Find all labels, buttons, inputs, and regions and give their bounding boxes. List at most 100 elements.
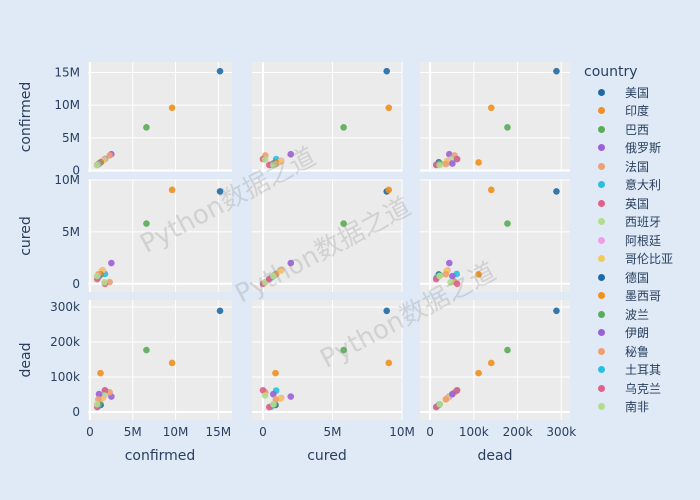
x-axis-label: confirmed — [125, 448, 196, 464]
point-伊朗[interactable] — [449, 160, 456, 167]
point-巴西[interactable] — [504, 124, 511, 131]
point-南非[interactable] — [93, 161, 101, 169]
point-南非[interactable] — [436, 272, 443, 280]
legend-item[interactable]: 西班牙 — [584, 213, 673, 232]
point-美国[interactable] — [553, 307, 560, 315]
point-南非[interactable] — [270, 400, 277, 408]
panel-dead-vs-cured — [252, 300, 403, 420]
point-印度[interactable] — [487, 104, 495, 112]
legend-marker-icon — [598, 88, 605, 96]
point-美国[interactable] — [553, 67, 560, 75]
point-西班牙[interactable] — [101, 278, 108, 286]
point-南非[interactable] — [270, 272, 277, 280]
point-俄罗斯[interactable] — [287, 393, 295, 400]
point-秘鲁[interactable] — [442, 270, 450, 278]
point-美国[interactable] — [383, 67, 391, 75]
point-俄罗斯[interactable] — [446, 150, 453, 158]
point-印度[interactable] — [385, 359, 393, 367]
point-印度[interactable] — [385, 104, 393, 112]
point-美国[interactable] — [216, 307, 224, 315]
point-巴西[interactable] — [143, 346, 150, 354]
legend-item[interactable]: 法国 — [584, 157, 673, 176]
point-巴西[interactable] — [143, 220, 150, 227]
point-俄罗斯[interactable] — [287, 150, 295, 158]
point-南非[interactable] — [436, 161, 443, 169]
point-南非[interactable] — [93, 400, 101, 408]
legend-label: 德国 — [625, 270, 650, 285]
legend-item[interactable]: 伊朗 — [584, 324, 673, 343]
point-伊朗[interactable] — [95, 390, 103, 398]
legend-item[interactable]: 英国 — [584, 194, 673, 213]
point-美国[interactable] — [553, 188, 560, 195]
point-秘鲁[interactable] — [442, 396, 450, 403]
legend-item[interactable]: 秘鲁 — [584, 342, 673, 361]
point-美国[interactable] — [383, 307, 391, 315]
point-英国[interactable] — [259, 386, 267, 394]
legend-item[interactable]: 意大利 — [584, 176, 673, 195]
point-英国[interactable] — [453, 386, 461, 394]
point-南非[interactable] — [93, 272, 101, 280]
point-墨西哥[interactable] — [272, 369, 279, 377]
point-巴西[interactable] — [340, 220, 347, 227]
legend-item[interactable]: 德国 — [584, 268, 673, 287]
legend-label: 美国 — [625, 85, 650, 100]
point-美国[interactable] — [216, 188, 224, 195]
legend-item[interactable]: 南非 — [584, 398, 673, 417]
point-西班牙[interactable] — [261, 156, 269, 163]
point-巴西[interactable] — [340, 346, 347, 354]
point-英国[interactable] — [453, 280, 461, 288]
legend-title: country — [584, 64, 638, 80]
point-南非[interactable] — [270, 161, 277, 169]
x-axis-label: dead — [478, 448, 513, 464]
point-巴西[interactable] — [143, 124, 150, 131]
point-印度[interactable] — [487, 359, 495, 367]
point-西班牙[interactable] — [261, 392, 269, 399]
point-墨西哥[interactable] — [475, 369, 482, 377]
y-tick-label: 300k — [50, 300, 80, 314]
point-墨西哥[interactable] — [97, 369, 104, 377]
point-美国[interactable] — [216, 67, 224, 75]
point-哥伦比亚[interactable] — [277, 267, 284, 274]
point-伊朗[interactable] — [449, 272, 456, 280]
legend-label: 伊朗 — [625, 326, 650, 341]
legend-item[interactable]: 阿根廷 — [584, 231, 673, 250]
legend-item[interactable]: 俄罗斯 — [584, 139, 673, 158]
legend-item[interactable]: 墨西哥 — [584, 287, 673, 306]
legend-item[interactable]: 乌克兰 — [584, 379, 673, 398]
point-哥伦比亚[interactable] — [277, 158, 284, 165]
point-南非[interactable] — [436, 400, 443, 408]
point-印度[interactable] — [385, 186, 393, 194]
point-俄罗斯[interactable] — [108, 259, 115, 267]
point-西班牙[interactable] — [447, 278, 454, 286]
point-巴西[interactable] — [504, 346, 511, 354]
legend-item[interactable]: 哥伦比亚 — [584, 250, 673, 269]
legend-item[interactable]: 印度 — [584, 102, 673, 121]
point-法国[interactable] — [106, 152, 113, 159]
point-俄罗斯[interactable] — [287, 259, 295, 267]
point-印度[interactable] — [168, 186, 176, 194]
point-巴西[interactable] — [504, 220, 511, 227]
point-巴西[interactable] — [340, 124, 347, 131]
point-秘鲁[interactable] — [272, 396, 280, 403]
point-印度[interactable] — [487, 186, 495, 194]
legend-marker-icon — [598, 347, 605, 355]
point-印度[interactable] — [168, 104, 176, 112]
panel-dead-vs-confirmed — [88, 300, 232, 420]
legend-item[interactable]: 巴西 — [584, 120, 673, 139]
point-伊朗[interactable] — [269, 390, 277, 398]
point-俄罗斯[interactable] — [446, 259, 453, 267]
point-墨西哥[interactable] — [475, 159, 482, 166]
point-英国[interactable] — [101, 386, 109, 394]
legend-item[interactable]: 美国 — [584, 83, 673, 102]
legend-item[interactable]: 波兰 — [584, 305, 673, 324]
plot-area — [252, 62, 402, 172]
point-伊朗[interactable] — [449, 390, 456, 398]
point-秘鲁[interactable] — [442, 160, 450, 168]
point-哥伦比亚[interactable] — [277, 395, 284, 402]
plot-area — [420, 300, 570, 420]
panel-cured-vs-dead — [420, 179, 570, 292]
point-印度[interactable] — [168, 359, 176, 367]
legend-item[interactable]: 土耳其 — [584, 361, 673, 380]
point-英国[interactable] — [453, 155, 461, 163]
point-墨西哥[interactable] — [475, 271, 482, 278]
